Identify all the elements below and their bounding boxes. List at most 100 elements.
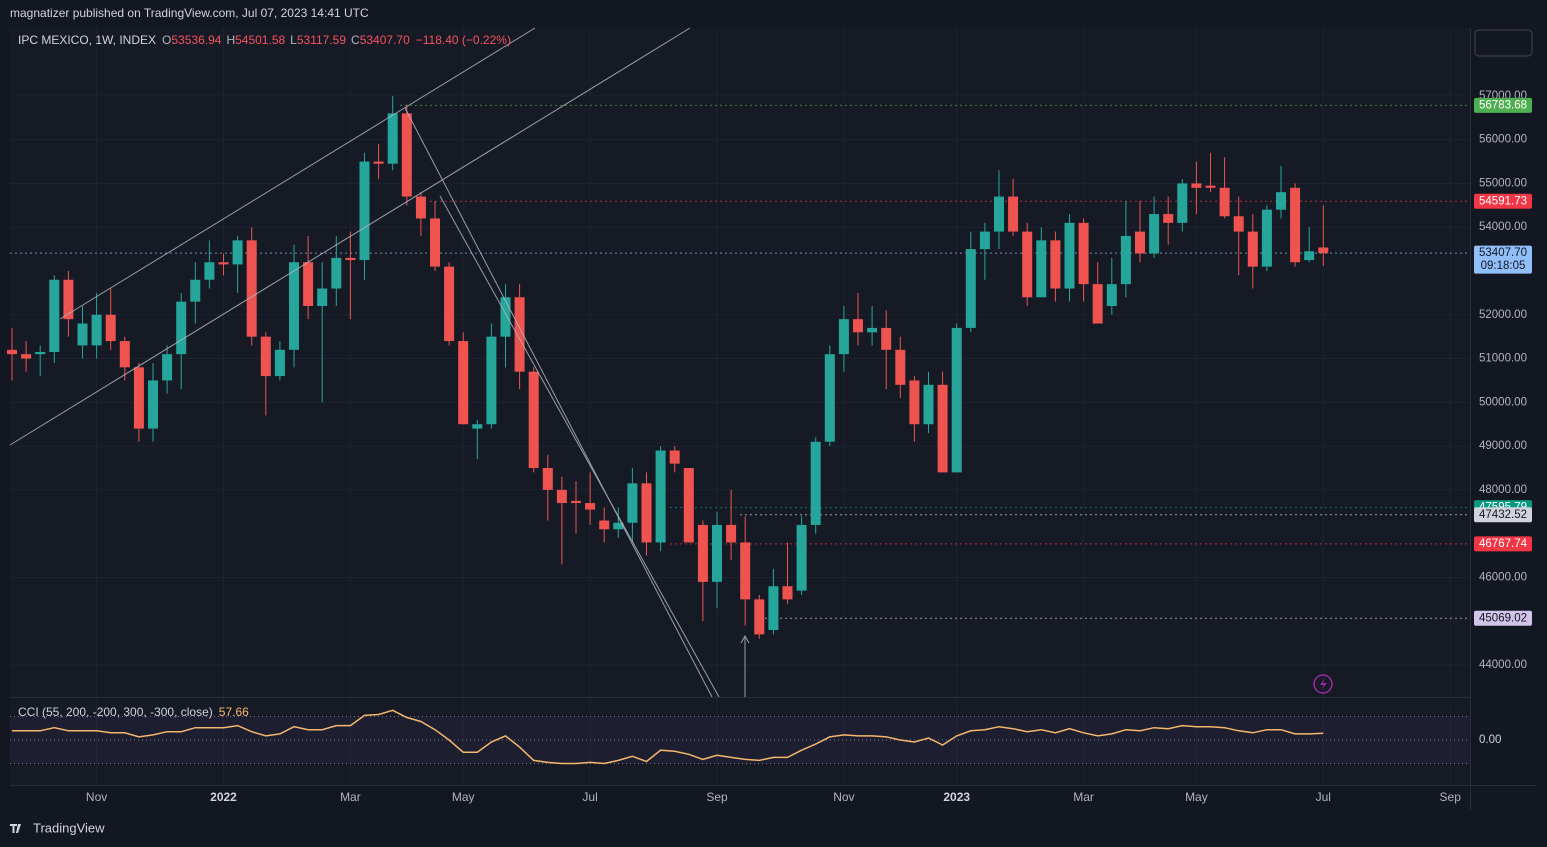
candle-body — [585, 503, 596, 510]
legend: IPC MEXICO, 1W, INDEX O53536.94 H54501.58 L… — [18, 33, 511, 47]
price-label-box — [1474, 507, 1532, 523]
candle-body — [1022, 231, 1033, 298]
candle-body — [1050, 240, 1061, 289]
x-tick-label: Mar — [1073, 790, 1094, 804]
price-label-box — [1474, 610, 1532, 626]
x-tick-label: Jul — [1316, 790, 1331, 804]
price-label: 47432.52 — [1479, 509, 1527, 521]
candle-body — [1149, 214, 1160, 254]
candle-body — [542, 468, 553, 490]
candle-body — [91, 314, 102, 346]
candle-body — [21, 354, 32, 359]
x-tick-label: May — [452, 790, 475, 804]
candle-body — [1247, 231, 1258, 267]
candle-body — [274, 349, 285, 377]
publisher-line: magnatizer published on TradingView.com,… — [10, 6, 369, 20]
candle-body — [1177, 183, 1188, 223]
candle-body — [1233, 216, 1244, 232]
y-tick-label: 44000.00 — [1479, 659, 1527, 671]
y-tick-label: 48000.00 — [1479, 484, 1527, 496]
cci-line — [12, 709, 1324, 765]
y-tick-label: 49000.00 — [1479, 440, 1527, 452]
legend-symbol: IPC MEXICO, 1W, INDEX — [18, 33, 156, 47]
x-tick-label: Sep — [706, 790, 728, 804]
candle-body — [105, 314, 116, 342]
price-label: 53407.70 — [1479, 247, 1527, 259]
price-label-box — [1474, 97, 1532, 113]
cci-title: CCI (55, 200, -200, 300, -300, close) — [18, 705, 213, 719]
candle-body — [162, 354, 173, 381]
candle-body — [740, 542, 751, 600]
candle-body — [571, 500, 581, 504]
legend-change: −118.40 (−0.22%) — [416, 33, 511, 47]
candle-body — [1191, 183, 1202, 188]
candle-body — [7, 349, 17, 355]
candle-body — [1008, 196, 1019, 232]
y-tick-label: 0.00 — [1479, 734, 1501, 746]
candle-body — [655, 450, 666, 543]
price-label: 56783.68 — [1479, 99, 1527, 111]
price-label: 46767.74 — [1479, 538, 1528, 550]
candle-body — [232, 240, 243, 265]
x-tick-label: May — [1185, 790, 1208, 804]
candle-body — [1064, 222, 1075, 289]
candle-body — [1092, 284, 1103, 324]
y-tick-label: 56000.00 — [1479, 134, 1527, 146]
candle-body — [176, 301, 187, 355]
x-tick-label: 2022 — [210, 790, 237, 804]
candle-body — [1205, 185, 1216, 188]
trend-line — [9, 27, 691, 446]
candle-body — [119, 341, 130, 368]
scale-button[interactable] — [1474, 29, 1533, 57]
candle-body — [289, 262, 299, 350]
candle-body — [303, 262, 314, 307]
candle-body — [712, 524, 722, 582]
candle-body — [923, 384, 934, 425]
candle-body — [204, 262, 215, 280]
candle-body — [1120, 235, 1131, 285]
candle-body — [810, 441, 821, 525]
candle-body — [824, 354, 835, 442]
candle-body — [627, 483, 638, 523]
price-label: 54591.73 — [1479, 195, 1527, 207]
plot-area — [10, 28, 1470, 785]
candle-body — [951, 327, 962, 473]
candle-body — [881, 327, 892, 350]
candle-body — [415, 196, 426, 219]
legend-value: 54501.58 — [235, 33, 285, 47]
candle-body — [260, 336, 271, 377]
candle-body — [246, 240, 257, 337]
legend-value: 53407.70 — [360, 33, 410, 47]
candle-body — [838, 319, 849, 355]
candle-body — [1106, 284, 1117, 307]
legend-value: 53117.59 — [297, 33, 346, 47]
x-tick-label: Nov — [833, 790, 854, 804]
candle-body — [641, 483, 652, 543]
brand: TradingView — [10, 820, 105, 835]
candle-body — [867, 327, 878, 333]
x-tick-label: Jul — [582, 790, 597, 804]
candle-body — [63, 279, 74, 320]
candle-body — [613, 522, 624, 530]
candle-body — [1304, 251, 1315, 261]
candle-body — [458, 341, 469, 425]
candle-body — [317, 288, 328, 307]
candle-body — [994, 196, 1004, 232]
x-tick-label: Mar — [340, 790, 361, 804]
candle-body — [1135, 231, 1145, 254]
candle-body — [148, 380, 158, 429]
y-tick-label: 55000.00 — [1479, 177, 1527, 189]
candle-body — [1276, 192, 1286, 210]
candle-body — [853, 319, 863, 333]
plot — [7, 95, 1470, 765]
candle-body — [49, 279, 60, 352]
candle-body — [1036, 240, 1047, 298]
candle-body — [528, 371, 539, 469]
trend-line — [59, 27, 536, 320]
candle-body — [345, 257, 356, 261]
candle-body — [796, 524, 807, 591]
candle-body — [669, 450, 680, 464]
candle-body — [979, 231, 990, 250]
